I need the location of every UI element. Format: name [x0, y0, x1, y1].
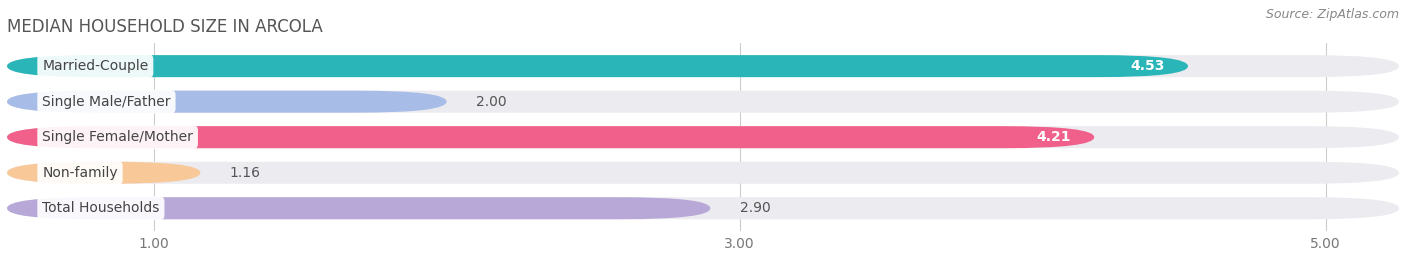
Text: 4.21: 4.21: [1036, 130, 1071, 144]
Text: Single Female/Mother: Single Female/Mother: [42, 130, 193, 144]
FancyBboxPatch shape: [7, 162, 201, 184]
FancyBboxPatch shape: [7, 91, 1399, 113]
FancyBboxPatch shape: [7, 91, 447, 113]
FancyBboxPatch shape: [7, 126, 1094, 148]
Text: 1.16: 1.16: [229, 166, 260, 180]
Text: MEDIAN HOUSEHOLD SIZE IN ARCOLA: MEDIAN HOUSEHOLD SIZE IN ARCOLA: [7, 18, 323, 36]
FancyBboxPatch shape: [7, 162, 1399, 184]
Text: 4.53: 4.53: [1130, 59, 1164, 73]
Text: 2.90: 2.90: [740, 201, 770, 215]
FancyBboxPatch shape: [7, 55, 1399, 77]
Text: Married-Couple: Married-Couple: [42, 59, 149, 73]
Text: Non-family: Non-family: [42, 166, 118, 180]
Text: Source: ZipAtlas.com: Source: ZipAtlas.com: [1265, 8, 1399, 21]
FancyBboxPatch shape: [7, 126, 1399, 148]
FancyBboxPatch shape: [7, 55, 1188, 77]
FancyBboxPatch shape: [7, 197, 1399, 219]
Text: 2.00: 2.00: [475, 95, 506, 109]
Text: Single Male/Father: Single Male/Father: [42, 95, 170, 109]
Text: Total Households: Total Households: [42, 201, 159, 215]
FancyBboxPatch shape: [7, 197, 710, 219]
